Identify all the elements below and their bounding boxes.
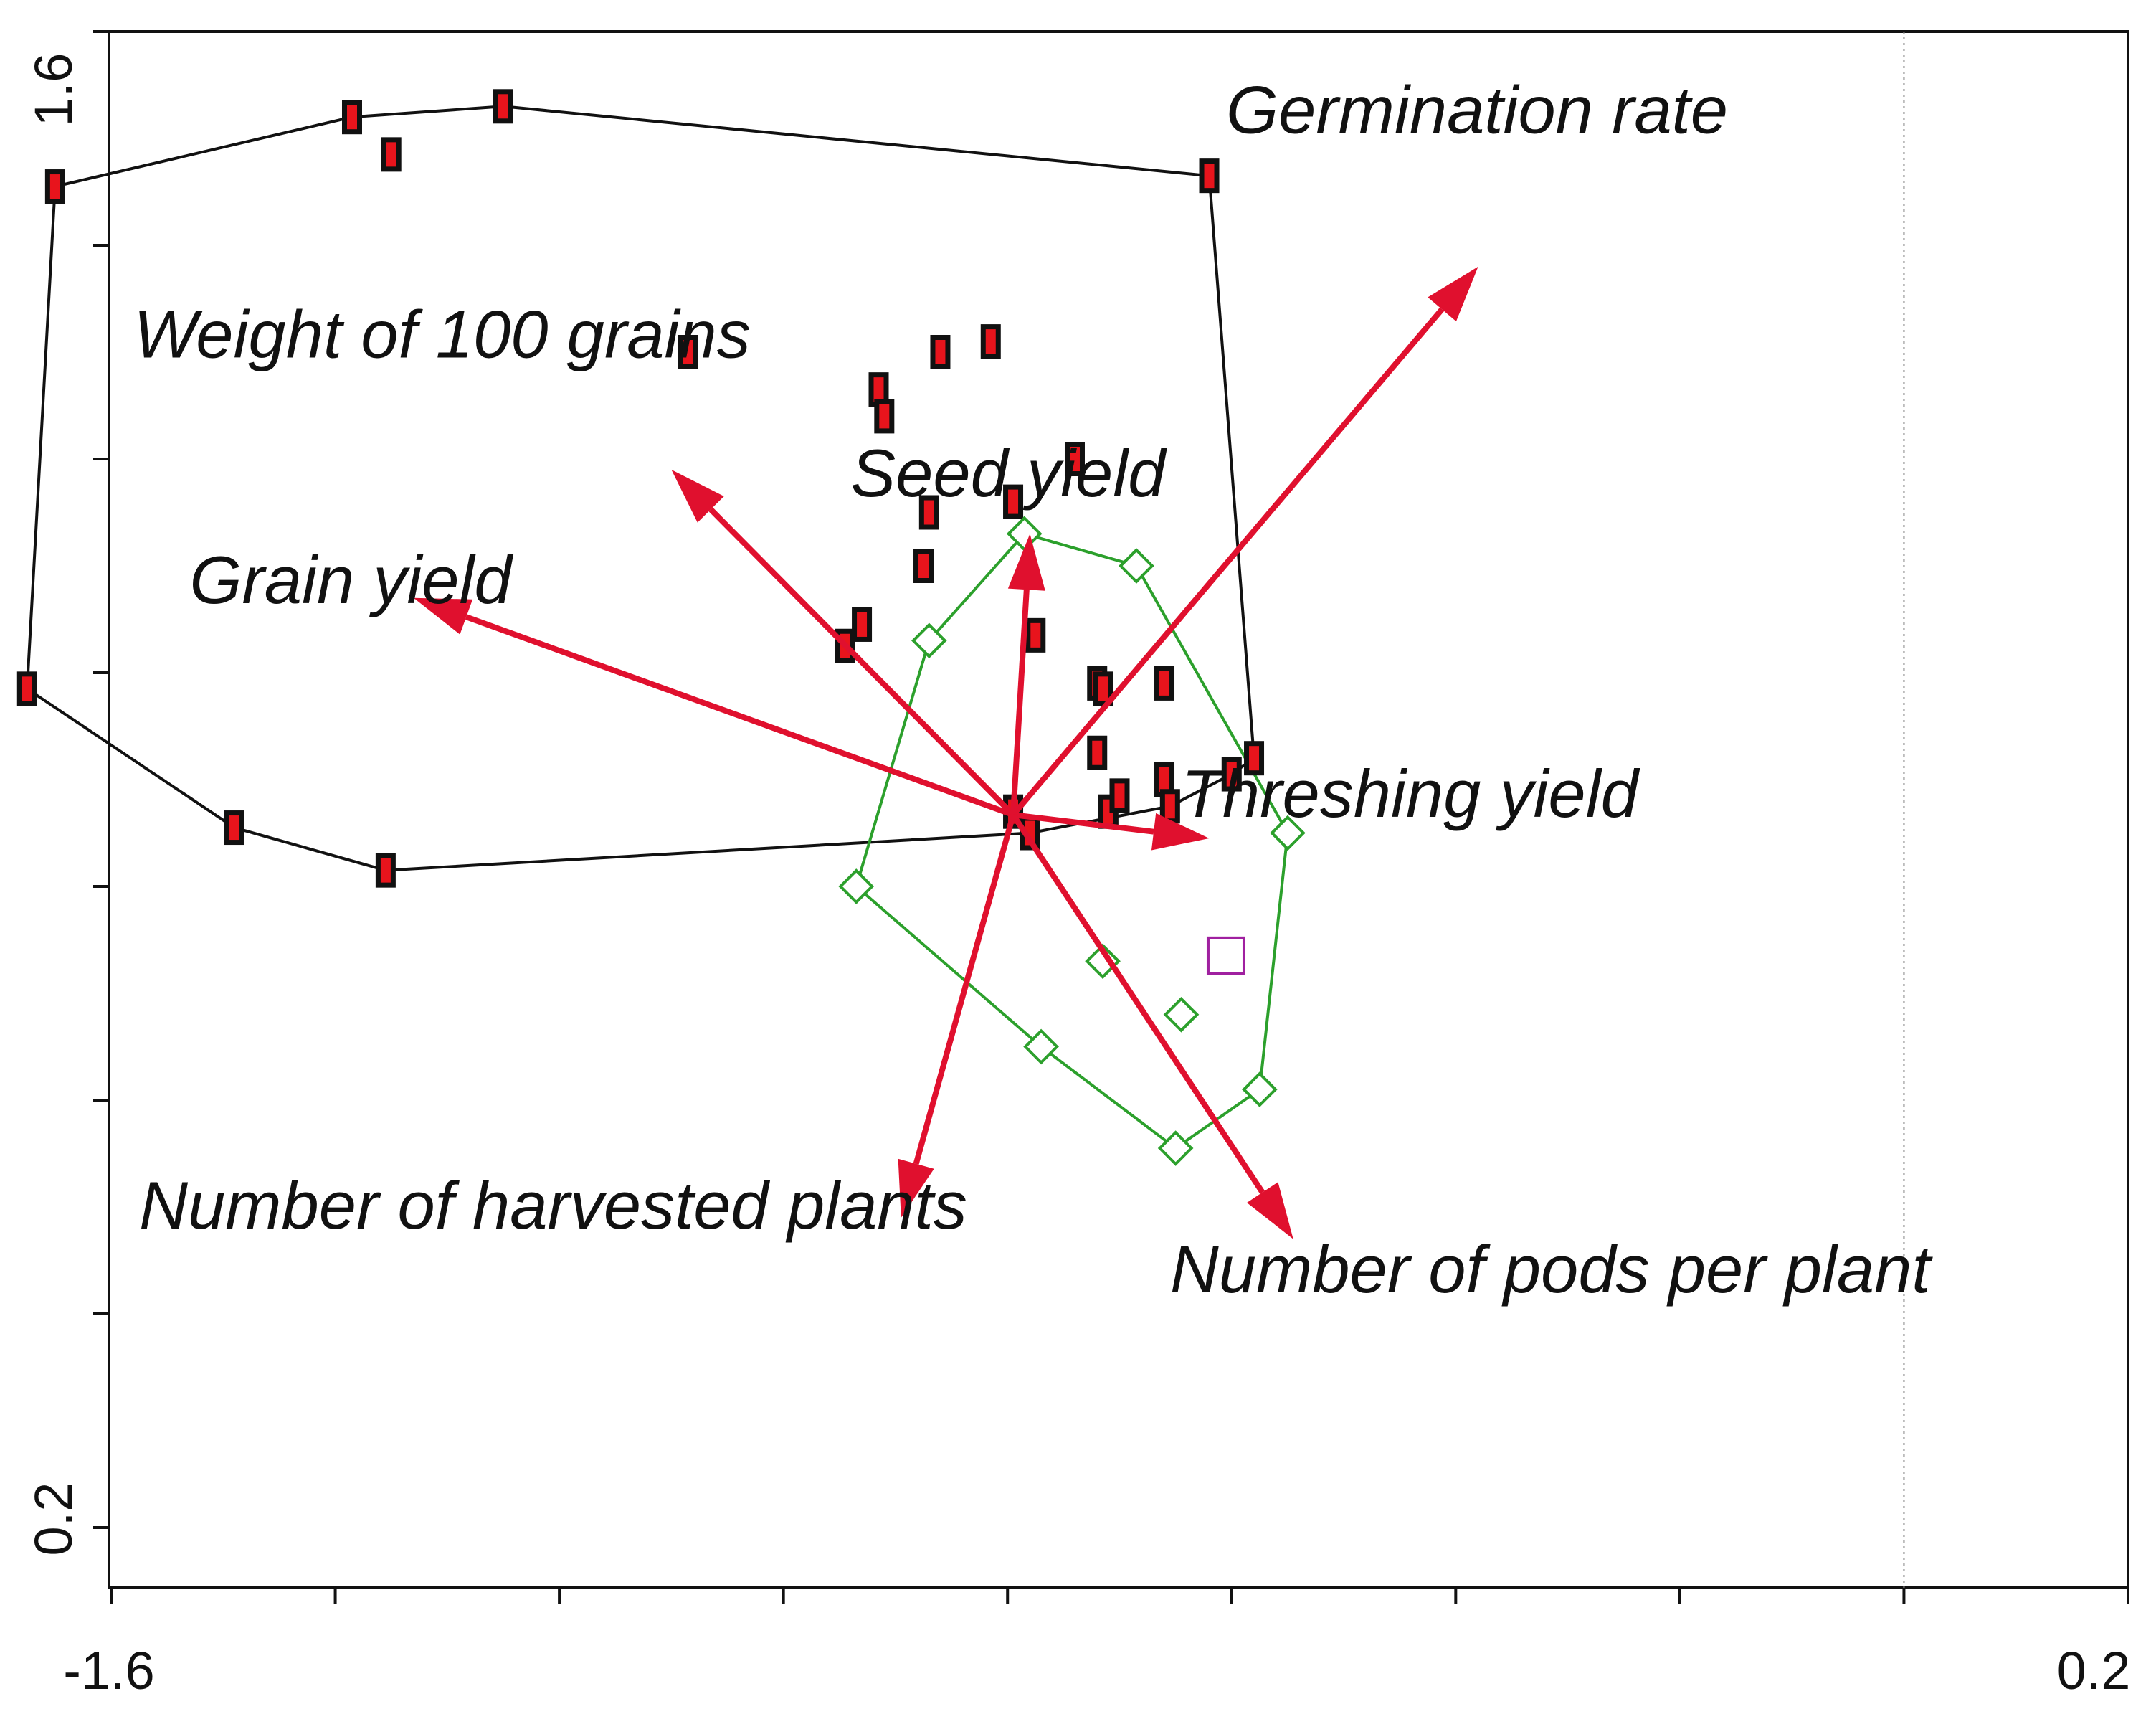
red-square-marker (935, 340, 946, 364)
red-square-marker (386, 142, 396, 167)
green-diamond-marker (1023, 1028, 1059, 1065)
red-square-marker (683, 340, 693, 364)
arrow-head-seed-yield (1007, 534, 1045, 591)
arrow-head-threshing-yield (1151, 813, 1210, 851)
arrow-head-grain-yield (413, 597, 473, 635)
label-weight-of-100-grains: Weight of 100 grains (133, 296, 750, 371)
green-diamond-marker (1085, 943, 1121, 980)
green-diamond-marker (838, 868, 875, 904)
variable-labels: Germination rate Weight of 100 grains Seed… (133, 72, 1933, 1307)
arrow-shaft-weight-of-100-grains (708, 507, 1015, 817)
label-germination-rate: Germination rate (1226, 72, 1728, 148)
x-tick-label-min: -1.6 (63, 1641, 155, 1700)
red-square-marker (1159, 671, 1170, 696)
arrow-shaft-number-of-pods-per-plant (1010, 813, 1265, 1194)
red-square-marker (1164, 794, 1175, 819)
x-tick-label-max: 0.2 (2057, 1641, 2131, 1700)
arrow-shaft-grain-yield (465, 614, 1015, 818)
red-square-marker (1069, 447, 1080, 471)
tick-labels: -1.6 0.2 0.2 1.6 (24, 53, 2130, 1700)
red-square-marker (985, 329, 996, 354)
label-grain-yield: Grain yield (189, 542, 513, 617)
red-square-marker (923, 500, 934, 525)
red-square-marker (857, 612, 868, 637)
green-diamond-marker (1270, 815, 1306, 851)
red-square-marker (1159, 767, 1170, 792)
label-threshing-yield: Threshing yield (1181, 756, 1640, 831)
red-square-marker (49, 174, 60, 199)
arrow-shaft-number-of-harvested-plants (913, 814, 1016, 1165)
red-square-marker (346, 105, 357, 130)
red-square-marker (229, 815, 239, 841)
group-a-red-squares-hull (25, 105, 1256, 872)
axis-ticks (93, 30, 2129, 1604)
label-number-of-pods-per-plant: Number of pods per plant (1170, 1231, 1934, 1307)
red-square-marker (1030, 622, 1041, 648)
green-diamond-marker (1242, 1071, 1278, 1107)
arrow-head-number-of-pods-per-plant (1247, 1182, 1293, 1239)
red-square-marker (1114, 783, 1125, 808)
red-square-marker (22, 676, 32, 701)
variable-arrows (413, 266, 1478, 1239)
green-diamond-marker (1163, 996, 1200, 1033)
red-square-marker (380, 858, 391, 883)
red-square-marker (498, 94, 508, 119)
y-tick-label-max: 1.6 (24, 53, 83, 127)
label-seed-yield: Seed yield (850, 435, 1167, 511)
red-square-marker (1008, 489, 1019, 514)
label-number-of-harvested-plants: Number of harvested plants (139, 1168, 967, 1243)
arrow-head-number-of-harvested-plants (898, 1158, 934, 1218)
arrow-shaft-germination-rate (1010, 307, 1445, 817)
green-diamond-marker (1119, 548, 1154, 584)
arrow-shaft-threshing-yield (1012, 812, 1154, 835)
plot-frame (108, 30, 2129, 1589)
red-square-marker (1098, 676, 1108, 701)
red-square-marker (873, 377, 884, 402)
green-diamond-marker (911, 622, 947, 659)
green-diamond-marker (1157, 1130, 1194, 1166)
red-square-marker (879, 404, 890, 429)
red-square-marker (1226, 762, 1237, 787)
red-square-marker (1249, 746, 1260, 771)
centroid-marker (1206, 936, 1245, 975)
arrow-shaft-seed-yield (1010, 589, 1030, 815)
y-tick-label-min: 0.2 (24, 1482, 83, 1556)
arrow-head-weight-of-100-grains (671, 469, 724, 523)
red-square-marker (1092, 740, 1103, 765)
arrow-head-germination-rate (1428, 266, 1478, 322)
red-square-marker (1204, 164, 1215, 189)
red-square-marker (918, 554, 929, 578)
